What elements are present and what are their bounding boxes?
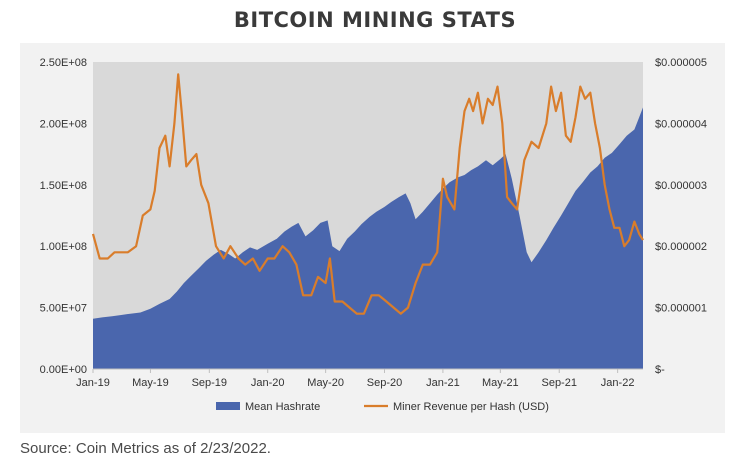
x-tick-label: Sep-19 — [192, 377, 227, 389]
x-tick-label: Jan-20 — [251, 377, 285, 389]
y2-tick-label: $- — [655, 364, 665, 376]
chart-panel: 0.00E+00 5.00E+07 1.00E+08 1.50E+08 2.00E+08… — [20, 43, 725, 433]
x-tick-label: May-19 — [132, 377, 169, 389]
y2-tick-label: $0.000005 — [655, 57, 707, 69]
y-tick-label: 1.00E+08 — [40, 241, 87, 253]
legend-swatch-mean-hashrate — [216, 402, 240, 410]
x-tick-label: Jan-21 — [426, 377, 460, 389]
x-tick-label: Sep-21 — [541, 377, 576, 389]
y2-tick-label: $0.000004 — [655, 118, 707, 130]
chart-svg: 0.00E+00 5.00E+07 1.00E+08 1.50E+08 2.00E+08… — [40, 57, 707, 413]
legend-label-mean-hashrate: Mean Hashrate — [245, 401, 320, 413]
x-tick-label: Sep-20 — [367, 377, 402, 389]
x-tick-label: Jan-22 — [601, 377, 635, 389]
y-tick-label: 2.50E+08 — [40, 57, 87, 69]
y-tick-label: 2.00E+08 — [40, 118, 87, 130]
y2-tick-label: $0.000001 — [655, 303, 707, 315]
y-tick-label: 0.00E+00 — [40, 364, 87, 376]
y2-tick-label: $0.000002 — [655, 241, 707, 253]
legend-label-miner-revenue: Miner Revenue per Hash (USD) — [393, 401, 549, 413]
x-tick-label: May-20 — [307, 377, 344, 389]
x-tick-label: Jan-19 — [76, 377, 110, 389]
series-line-miner-revenue — [91, 73, 644, 315]
chart-title: BITCOIN MINING STATS — [233, 8, 517, 32]
source-note: Source: Coin Metrics as of 2/23/2022. — [20, 440, 271, 457]
x-tick-label: May-21 — [482, 377, 519, 389]
legend: Mean Hashrate Miner Revenue per Hash (USD… — [216, 401, 549, 413]
axis-layer: 0.00E+00 5.00E+07 1.00E+08 1.50E+08 2.00E+08… — [40, 57, 707, 389]
y2-tick-label: $0.000003 — [655, 180, 707, 192]
y-tick-label: 5.00E+07 — [40, 303, 87, 315]
y-tick-label: 1.50E+08 — [40, 180, 87, 192]
series-layer — [91, 73, 644, 370]
